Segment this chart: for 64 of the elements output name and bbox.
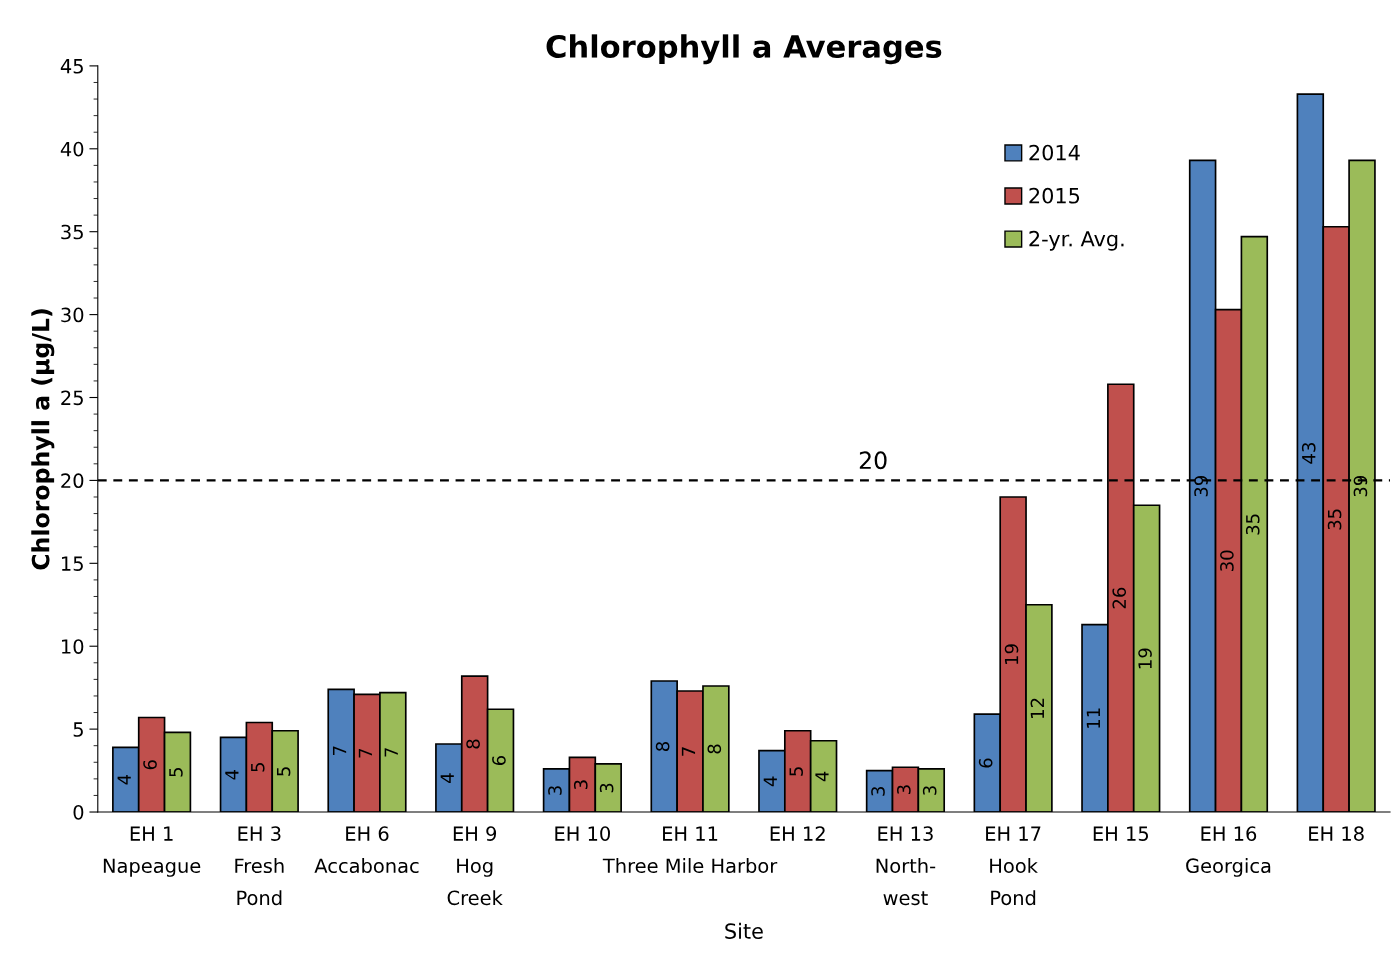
data-label: 4	[225, 769, 239, 780]
y-tick-label: 5	[73, 722, 83, 737]
y-tick-label: 45	[60, 59, 83, 74]
data-label: 19	[1138, 648, 1152, 669]
y-tick-label: 20	[61, 473, 84, 489]
data-label: 35	[1327, 509, 1342, 530]
y-tick-label: 25	[61, 390, 83, 406]
data-label: 3	[599, 783, 614, 793]
data-label: 26	[1112, 587, 1127, 609]
data-label: 5	[169, 768, 183, 777]
data-label: 35	[1245, 514, 1260, 535]
x-tick-label: EH 6 Accabonac	[314, 826, 419, 874]
data-label: 7	[332, 746, 347, 755]
data-label: 8	[466, 739, 480, 749]
ref-line-label: 20	[859, 451, 887, 470]
x-tick-label: EH 12	[770, 826, 825, 841]
data-label: 43	[1301, 443, 1316, 464]
y-tick-label: 0	[73, 804, 84, 820]
data-label: 4	[763, 776, 777, 787]
data-label: 3	[922, 786, 937, 795]
data-label: 7	[358, 748, 372, 758]
data-label: 12	[1030, 698, 1044, 718]
data-label: 19	[1004, 644, 1019, 665]
x-tick-label: EH 13 North- west	[876, 826, 936, 906]
y-axis-title: Chlorophyll a (µg/L)	[31, 309, 55, 570]
data-label: 4	[815, 771, 829, 782]
data-label: 4	[117, 774, 131, 785]
data-label: 8	[707, 744, 722, 754]
y-tick-label: 30	[61, 307, 84, 323]
data-label: 6	[492, 756, 506, 766]
data-label: 3	[573, 780, 588, 790]
x-tick-label: EH 10	[555, 826, 610, 841]
x-tick-label: EH 9 Hog Creek	[447, 826, 503, 906]
data-label: 6	[143, 760, 157, 770]
data-label: 30	[1220, 550, 1234, 571]
data-label: 5	[789, 767, 803, 776]
legend-label: 2015	[1029, 187, 1080, 204]
data-label: 7	[384, 748, 398, 757]
x-tick-label: EH 15	[1093, 826, 1149, 841]
chart-title: Chlorophyll a Averages	[546, 34, 942, 65]
data-label: 8	[655, 742, 670, 752]
data-label: 7	[681, 747, 696, 756]
y-tick-label: 40	[60, 141, 84, 157]
y-tick-label: 10	[61, 639, 84, 654]
data-label: 4	[440, 773, 454, 783]
y-tick-label: 35	[61, 224, 83, 240]
legend-label: 2014	[1029, 144, 1080, 161]
data-label: 11	[1086, 708, 1100, 728]
data-label: 3	[871, 787, 885, 796]
data-label: 39	[1194, 475, 1208, 497]
x-tick-label: EH 18	[1309, 826, 1364, 841]
data-label: 6	[978, 758, 993, 768]
legend-label: 2-yr. Avg.	[1029, 230, 1124, 251]
data-label: 5	[276, 767, 291, 776]
x-tick-label: EH 1 Napeague	[103, 826, 201, 877]
data-label: 3	[548, 786, 562, 795]
data-label: 5	[251, 763, 265, 772]
x-axis-title: Site	[725, 922, 763, 939]
data-label: 3	[897, 785, 911, 795]
y-tick-label: 15	[61, 556, 83, 571]
data-label: 39	[1353, 475, 1368, 497]
x-tick-label: EH 17 Hook Pond	[986, 826, 1041, 906]
x-tick-label: EH 3 Fresh Pond	[235, 826, 284, 906]
x-tick-label: EH 16 Georgica	[1186, 826, 1271, 877]
